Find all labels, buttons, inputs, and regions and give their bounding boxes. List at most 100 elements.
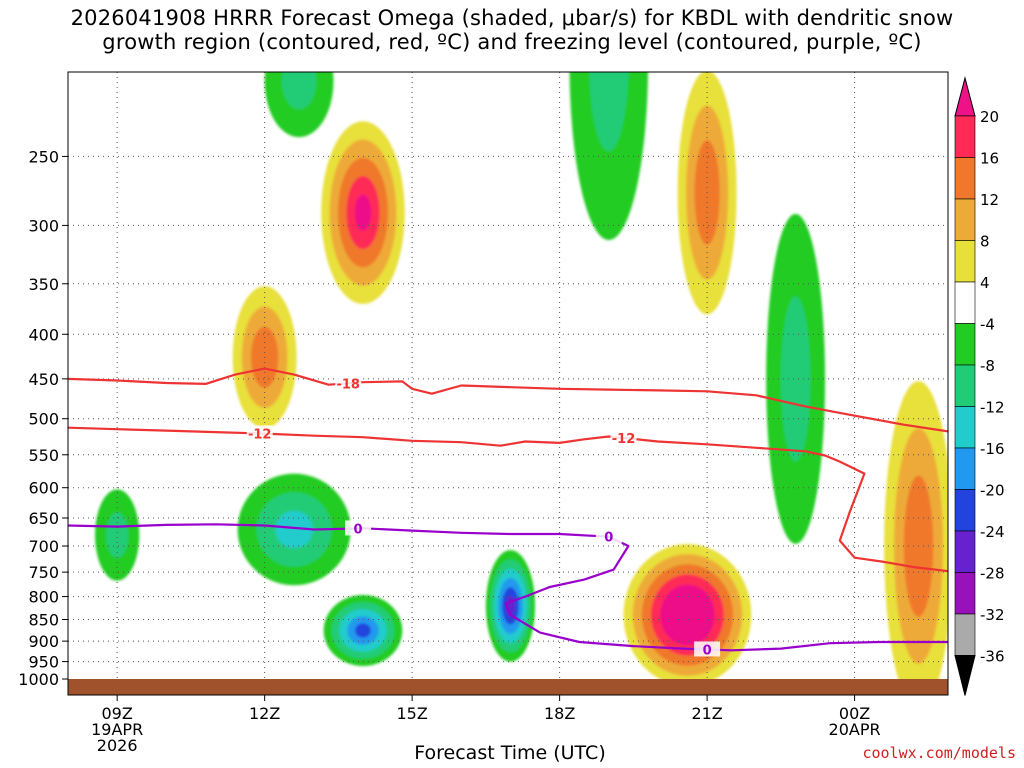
colorbar-bin (954, 447, 976, 490)
omega-colorbar: 20 16 12 8 4 -4 -8 -12 -16 -20 -24 -28 -32 -36 (954, 76, 1005, 696)
y-tick-label: 600 (28, 479, 59, 498)
y-tick-label: 950 (28, 653, 59, 672)
freezing-level-contour-label: 0 (604, 531, 613, 546)
colorbar-label: -16 (980, 440, 1005, 458)
y-tick-label: 250 (28, 147, 59, 166)
title-line-1: 2026041908 HRRR Forecast Omega (shaded, … (70, 6, 954, 30)
colorbar-label: -8 (980, 357, 995, 375)
colorbar-bin (954, 198, 976, 241)
x-tick-label: 12Z (249, 704, 280, 723)
omega-region-rising-low-12z (237, 473, 351, 586)
freezing-level-contour-label-bg (595, 528, 622, 544)
omega-region-sinking-low-25z (884, 381, 948, 679)
colorbar-bin (954, 157, 976, 200)
omega-band (281, 72, 317, 110)
omega-band-peak (666, 592, 708, 638)
omega-band (106, 512, 129, 558)
colorbar-label: 8 (980, 233, 990, 251)
omega-region-rising-ul-12z (264, 72, 334, 138)
omega-region-rising-mid-23z (766, 213, 826, 544)
dgz-contour-minus18 (68, 367, 948, 433)
dgz-contour-minus12-label-bg (610, 429, 637, 445)
freezing-level-contour-label: 0 (703, 643, 712, 658)
omega-band (780, 296, 811, 462)
x-tick-label: 15Z (396, 704, 427, 723)
y-tick-label: 400 (28, 325, 59, 344)
y-tick-label: 300 (28, 216, 59, 235)
chart-title: 2026041908 HRRR Forecast Omega (shaded, … (0, 6, 1024, 54)
colorbar-bin (954, 406, 976, 449)
y-tick-label: 500 (28, 410, 59, 429)
omega-band (275, 510, 313, 549)
colorbar-label: 4 (980, 274, 990, 292)
y-tick-label: 550 (28, 446, 59, 465)
y-tick-label: 1000 (18, 670, 59, 689)
omega-band (589, 72, 629, 152)
omega-shading-layer (95, 72, 948, 679)
colorbar-label: -4 (980, 316, 995, 334)
omega-region-sinking-low-20z (623, 543, 752, 679)
omega-band (355, 623, 371, 638)
omega-band (354, 194, 372, 231)
y-tick-label: 750 (28, 563, 59, 582)
y-axis: 250 300 350 400 450 500 550 600 650 700 750 800 850 9… (18, 147, 68, 689)
omega-region-sinking-ul-14z (321, 121, 405, 304)
omega-region-rising-low-9z (95, 489, 140, 581)
grid-lines (68, 72, 948, 679)
x-tick-label: 21Z (691, 704, 722, 723)
title-line-2: growth region (contoured, red, ºC) and f… (102, 30, 922, 54)
dgz-contour-minus12-label-bg (246, 425, 273, 441)
colorbar-label: -12 (980, 399, 1005, 417)
dgz-contour-minus12-label: -12 (612, 432, 636, 447)
x-tick-label: 00Z (839, 704, 870, 723)
freezing-level-contour-label-bg (694, 641, 721, 657)
x-tick-label: 09Z (101, 704, 132, 723)
colorbar-label: -36 (980, 648, 1005, 666)
y-tick-label: 650 (28, 509, 59, 528)
y-tick-label: 350 (28, 275, 59, 294)
colorbar-bin (954, 572, 976, 615)
y-tick-label: 450 (28, 370, 59, 389)
x-tick-label: 2026 (97, 736, 138, 755)
contour-layer: -18 -12 -12 0 0 0 (68, 367, 948, 658)
colorbar-bin (954, 364, 976, 407)
y-tick-label: 900 (28, 632, 59, 651)
omega-region-rising-low-14z (323, 594, 403, 666)
omega-region-sinking-ul-21z (677, 72, 737, 315)
colorbar-label: -24 (980, 523, 1005, 541)
x-tick-label: 19APR (91, 720, 143, 739)
colorbar-bottom-cap (954, 655, 976, 696)
colorbar-label: -20 (980, 482, 1005, 500)
colorbar-bin (954, 115, 976, 158)
freezing-level-contour-label: 0 (354, 522, 363, 537)
dgz-contour-minus18-label-bg (335, 375, 362, 391)
y-tick-label: 700 (28, 537, 59, 556)
colorbar-bin (954, 530, 976, 573)
dgz-contour-minus12 (68, 426, 948, 573)
plot-frame (67, 71, 949, 696)
colorbar-bin (954, 613, 976, 656)
credit-link[interactable]: coolwx.com/models (862, 744, 1016, 762)
colorbar-label: -32 (980, 606, 1005, 624)
colorbar-bin (954, 323, 976, 366)
colorbar-top-cap (954, 76, 976, 117)
x-axis-label: Forecast Time (UTC) (414, 742, 606, 764)
dgz-contour-minus18-label: -18 (336, 377, 360, 392)
x-tick-label: 18Z (544, 704, 575, 723)
dgz-contour-minus12-label: -12 (248, 427, 272, 442)
y-tick-label: 800 (28, 588, 59, 607)
colorbar-bin (954, 240, 976, 283)
freezing-level-contour-label-bg (345, 520, 372, 536)
colorbar-bin (954, 281, 976, 324)
x-tick-label: 20APR (829, 720, 881, 739)
colorbar-label: 16 (980, 150, 999, 168)
ground-bar (68, 679, 948, 695)
colorbar-label: 12 (980, 191, 999, 209)
colorbar-label: -28 (980, 565, 1005, 583)
colorbar-bin (954, 489, 976, 532)
y-tick-label: 850 (28, 611, 59, 630)
colorbar-label: 20 (980, 108, 999, 126)
omega-region-rising-low-17z (485, 550, 536, 662)
